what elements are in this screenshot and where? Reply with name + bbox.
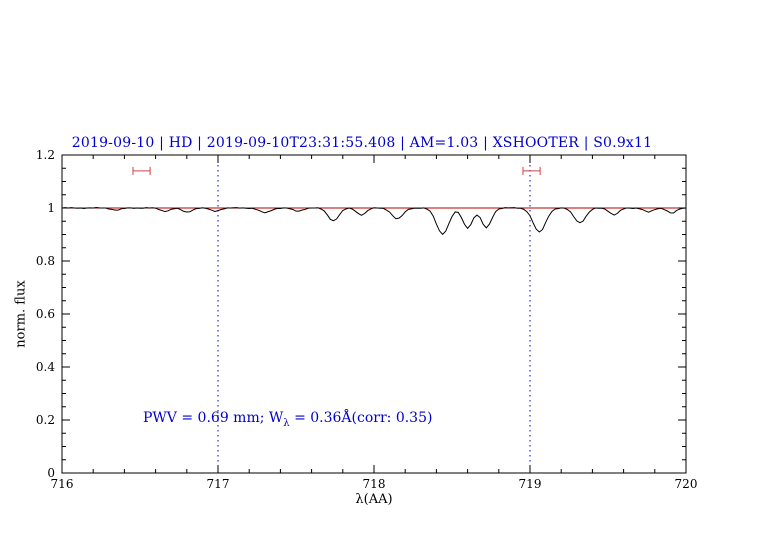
- y-tick-label: 0.2: [36, 413, 55, 427]
- x-tick-label: 718: [363, 477, 386, 491]
- pwv-annotation: PWV = 0.69 mm; Wλ = 0.36Å(corr: 0.35): [143, 410, 432, 429]
- x-tick-label: 720: [675, 477, 698, 491]
- y-tick-label: 0: [47, 466, 55, 480]
- spectrum-line: [61, 206, 687, 236]
- range-marker: [522, 166, 541, 175]
- x-axis-label: λ(AA): [355, 492, 393, 507]
- y-axis-label: norm. flux: [13, 280, 29, 348]
- x-tick-label: 716: [51, 477, 74, 491]
- y-tick-label: 1.2: [36, 148, 55, 162]
- x-tick-label: 719: [519, 477, 542, 491]
- plot-title: 2019-09-10 | HD | 2019-09-10T23:31:55.40…: [71, 135, 653, 151]
- y-tick-label: 0.4: [36, 360, 55, 374]
- y-tick-label: 0.6: [36, 307, 55, 321]
- y-tick-label: 0.8: [36, 254, 55, 268]
- x-tick-label: 717: [207, 477, 230, 491]
- y-tick-label: 1: [47, 201, 55, 215]
- pwv-annotation-suffix: = 0.36Å(corr: 0.35): [289, 410, 433, 426]
- range-marker: [132, 166, 151, 175]
- pwv-annotation-subscript: λ: [283, 417, 290, 429]
- pwv-annotation-prefix: PWV = 0.69 mm; W: [143, 410, 284, 426]
